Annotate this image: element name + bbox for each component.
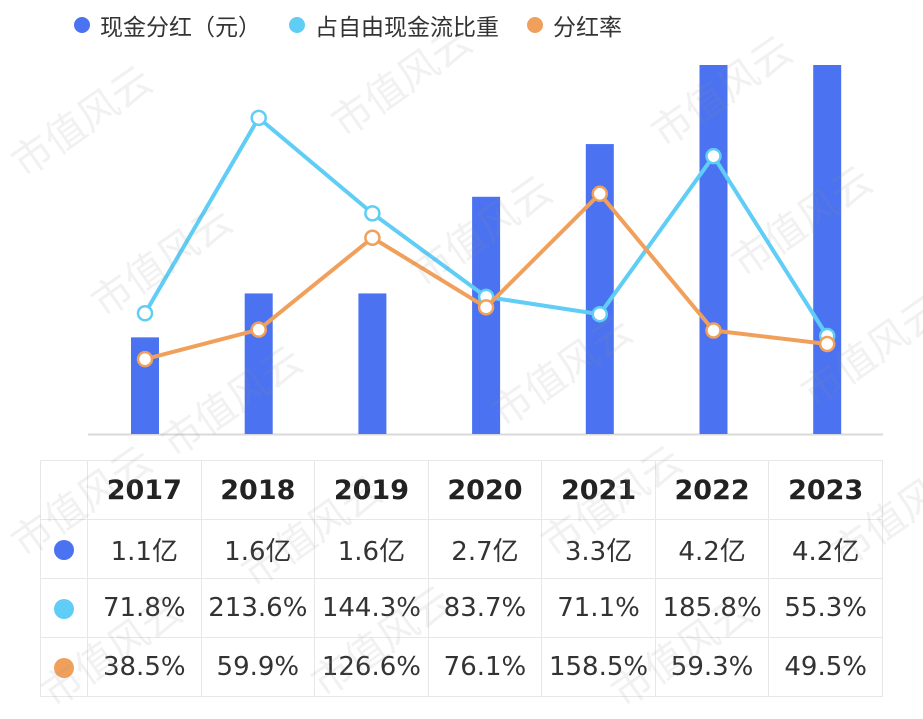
table-cell: 1.6亿 xyxy=(314,519,429,579)
table-year-header: 2018 xyxy=(200,460,316,520)
point-fcf-ratio-2021 xyxy=(591,305,609,323)
point-payout-2022 xyxy=(705,322,722,339)
table-row-icon-cell xyxy=(40,637,88,697)
legend-dot-fcf-ratio xyxy=(289,17,305,33)
table-row-icon-cell xyxy=(40,578,88,638)
table-cell: 1.1亿 xyxy=(87,519,202,579)
table-year-header: 2017 xyxy=(87,460,202,520)
table-cell: 3.3亿 xyxy=(541,519,656,579)
payout-dot-icon xyxy=(54,657,74,678)
point-payout-2020 xyxy=(477,299,495,316)
table-row-dividend: 1.1亿 1.6亿 1.6亿 2.7亿 3.3亿 4.2亿 4.2亿 xyxy=(40,519,883,579)
legend-dot-payout xyxy=(527,17,543,33)
bar-dividend-2022 xyxy=(699,65,728,434)
table-cell: 126.6% xyxy=(314,637,429,697)
legend-label-fcf-ratio: 占自由现金流比重 xyxy=(315,15,499,41)
legend-label-dividend: 现金分红（元） xyxy=(100,15,261,41)
table-cell: 144.3% xyxy=(314,578,429,638)
legend-label-payout: 分红率 xyxy=(553,15,622,41)
bar-dividend-2018 xyxy=(244,293,273,434)
table-year-header: 2020 xyxy=(427,460,543,520)
table-cell: 49.5% xyxy=(768,637,883,697)
point-payout-2018 xyxy=(250,321,267,338)
table-cell: 213.6% xyxy=(200,578,316,638)
table-cell: 71.1% xyxy=(541,578,656,638)
table-row-icon-cell xyxy=(40,519,88,579)
table-cell: 4.2亿 xyxy=(768,519,883,579)
table-year-header: 2021 xyxy=(541,460,656,520)
table-row-fcf-ratio: 71.8% 213.6% 144.3% 83.7% 71.1% 185.8% 5… xyxy=(40,578,883,638)
table-cell: 55.3% xyxy=(768,578,883,638)
bar-dividend-2023 xyxy=(813,65,842,434)
table-cell: 76.1% xyxy=(427,637,543,697)
legend-item-payout: 分红率 xyxy=(527,8,622,42)
point-payout-2021 xyxy=(591,185,609,203)
bar-dividend-2019 xyxy=(358,293,387,434)
table-cell: 2.7亿 xyxy=(427,519,543,579)
table-cell: 185.8% xyxy=(654,578,770,638)
table-cell: 4.2亿 xyxy=(654,519,770,579)
table-year-header: 2022 xyxy=(654,460,770,520)
table-cell: 38.5% xyxy=(87,637,202,697)
chart-plot xyxy=(88,65,883,436)
table-cell: 71.8% xyxy=(87,578,202,638)
table-year-header: 2023 xyxy=(768,460,883,520)
table-year-header: 2019 xyxy=(314,460,429,520)
table-row-payout: 38.5% 59.9% 126.6% 76.1% 158.5% 59.3% 49… xyxy=(40,637,883,697)
legend-dot-dividend xyxy=(74,17,90,33)
point-fcf-ratio-2022 xyxy=(705,147,722,165)
table-cell: 158.5% xyxy=(541,637,656,697)
table-cell: 1.6亿 xyxy=(200,519,316,579)
legend-item-dividend: 现金分红（元） xyxy=(74,8,261,42)
point-fcf-ratio-2018 xyxy=(250,109,267,127)
table-cell: 59.3% xyxy=(654,637,770,697)
point-payout-2023 xyxy=(818,335,836,353)
fcf-ratio-dot-icon xyxy=(54,598,74,619)
point-fcf-ratio-2019 xyxy=(364,205,381,222)
table-corner-cell xyxy=(40,460,88,520)
dividend-dot-icon xyxy=(54,539,74,560)
point-fcf-ratio-2017 xyxy=(136,305,154,322)
legend-item-fcf-ratio: 占自由现金流比重 xyxy=(289,8,499,42)
point-payout-2019 xyxy=(364,229,381,246)
table-header-row: 2017 2018 2019 2020 2021 2022 2023 xyxy=(40,460,883,520)
data-table: 2017 2018 2019 2020 2021 2022 2023 1.1亿 … xyxy=(40,460,883,697)
point-payout-2017 xyxy=(136,350,154,368)
table-cell: 83.7% xyxy=(427,578,543,638)
chart-legend: 现金分红（元） 占自由现金流比重 分红率 xyxy=(74,8,650,42)
table-cell: 59.9% xyxy=(200,637,316,697)
